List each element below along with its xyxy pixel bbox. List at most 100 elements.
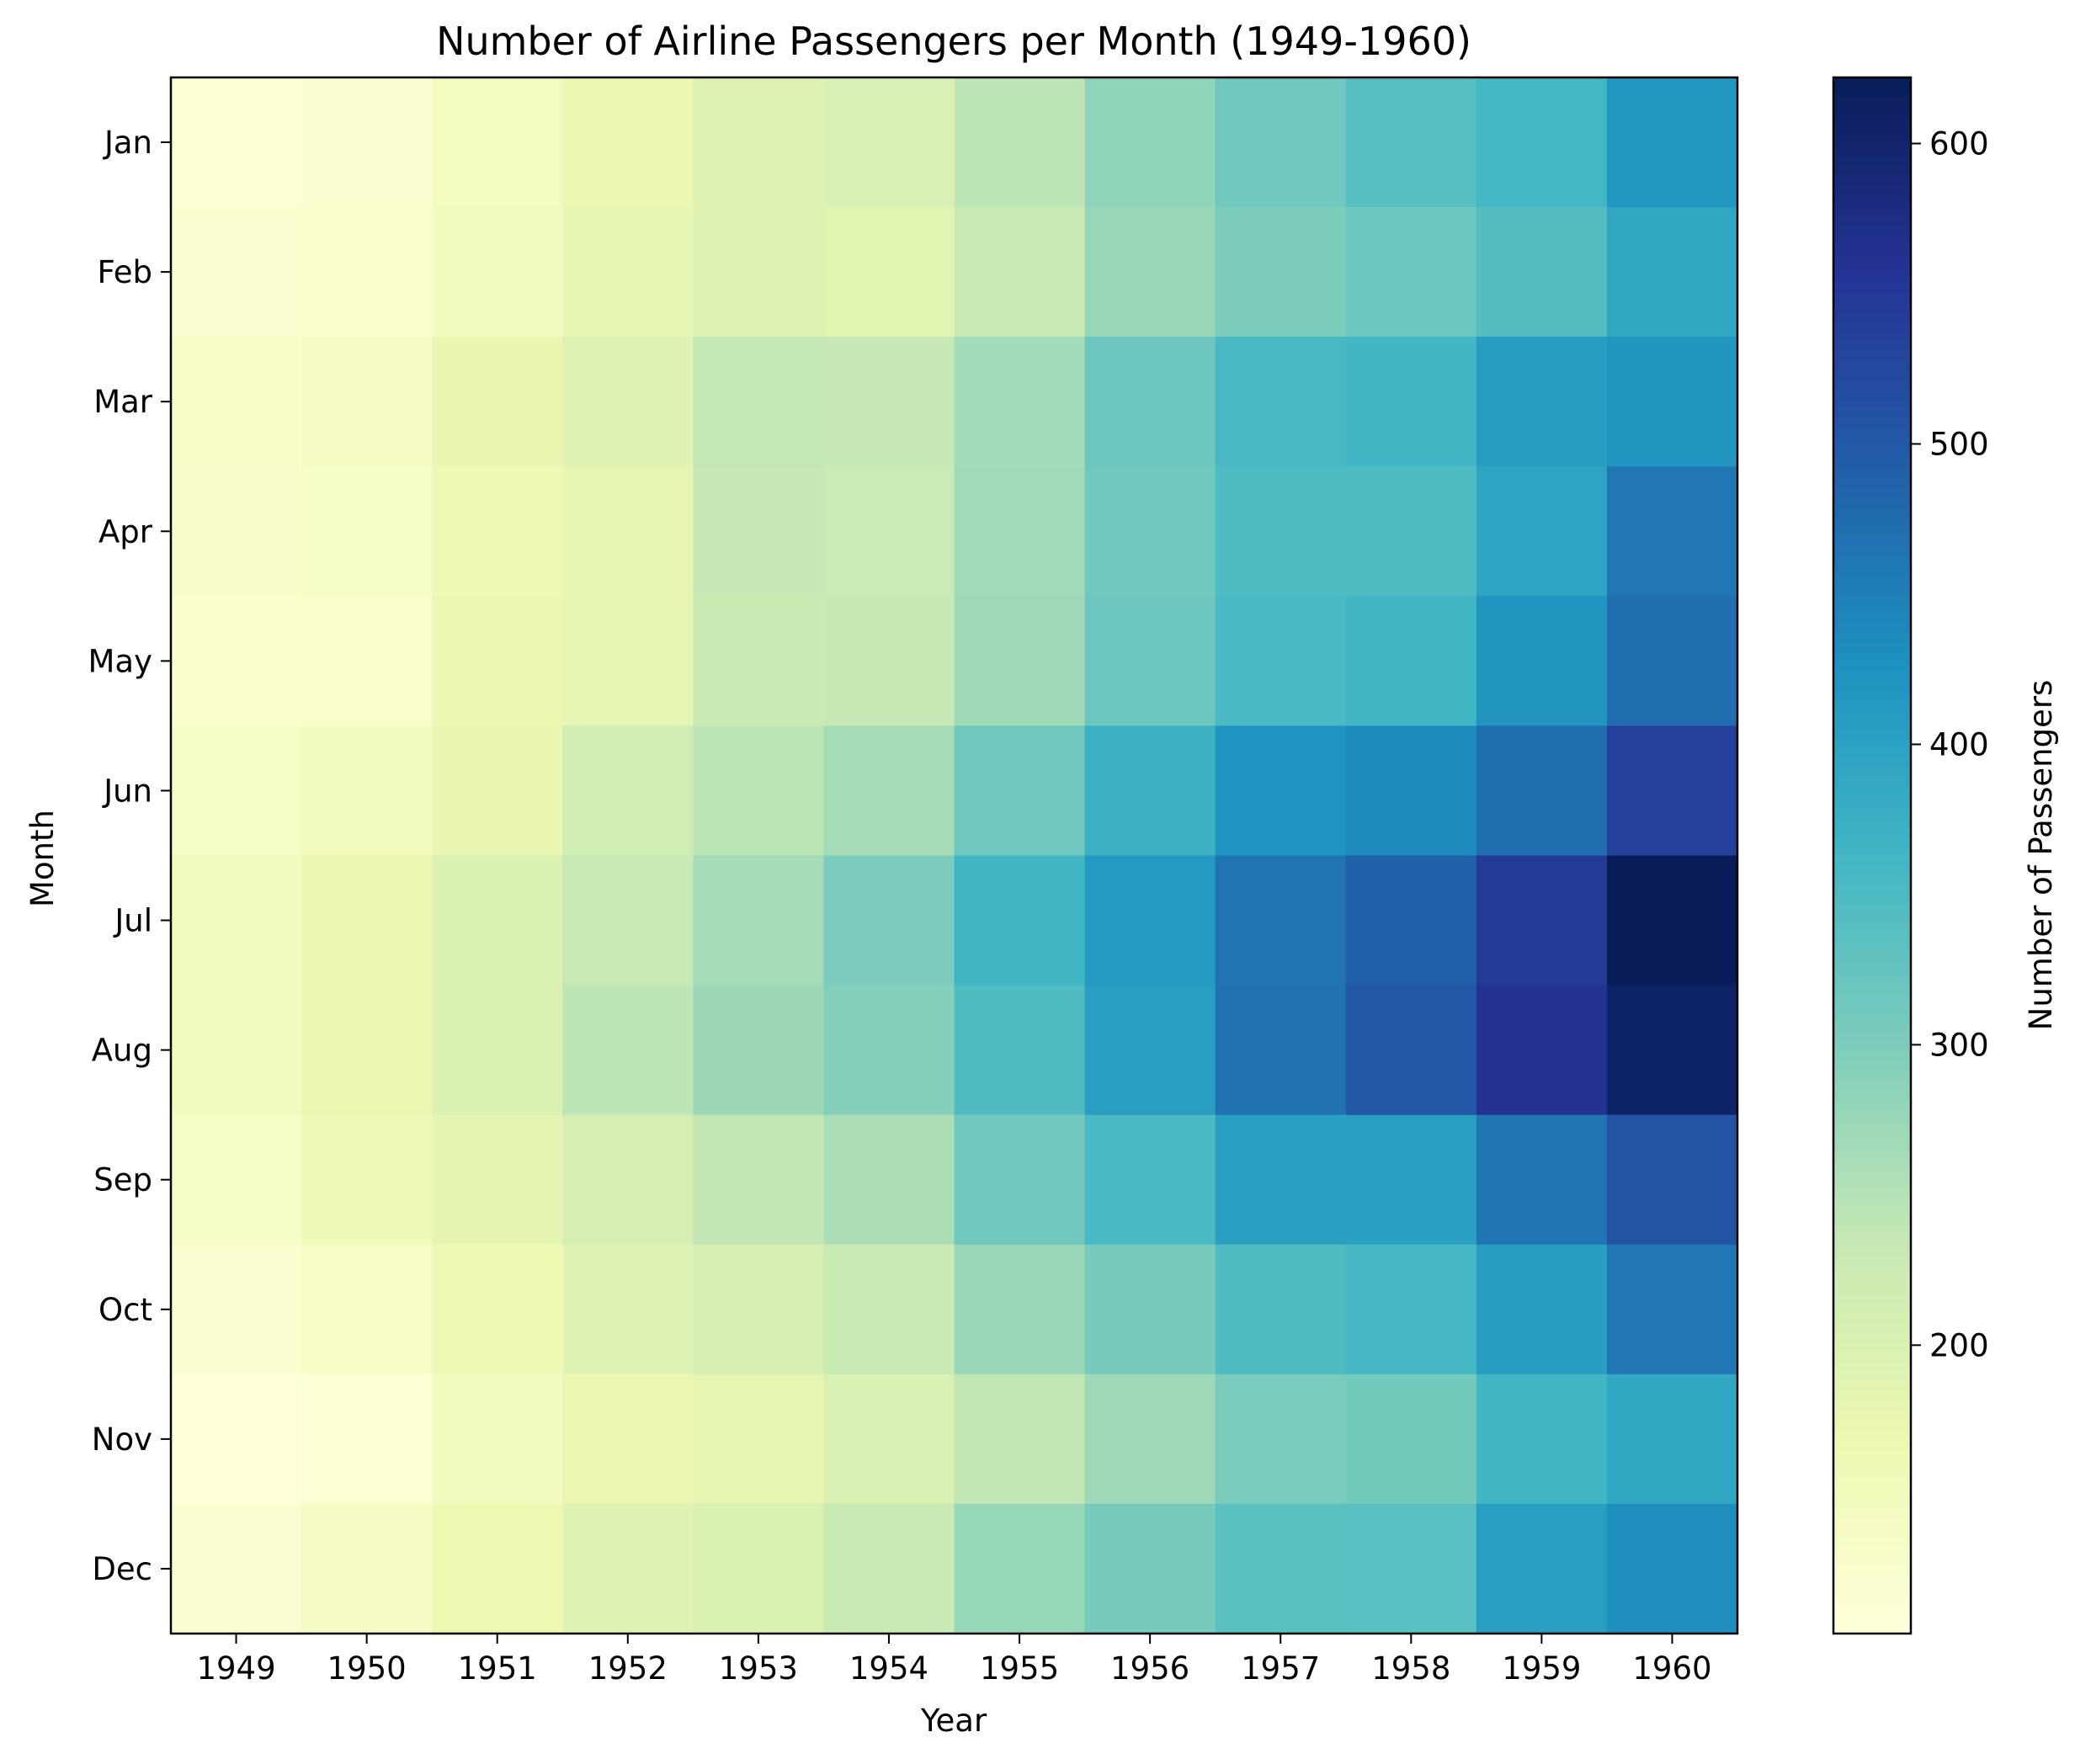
x-tick-label: 1954	[849, 1650, 928, 1687]
colorbar-segment	[1833, 388, 1911, 400]
colorbar-segment	[1833, 417, 1911, 428]
heatmap-cell	[301, 1373, 433, 1505]
heatmap-cell	[1476, 596, 1608, 727]
heatmap-cell	[301, 1244, 433, 1375]
heatmap-cell	[1345, 337, 1477, 467]
heatmap-cell	[823, 466, 955, 597]
heatmap-cell	[1215, 466, 1347, 597]
colorbar-segment	[1833, 1303, 1911, 1314]
heatmap-cell	[1084, 77, 1216, 208]
heatmap-cell	[1476, 985, 1608, 1116]
colorbar-segment	[1833, 1060, 1911, 1071]
colorbar-segment	[1833, 1565, 1911, 1576]
colorbar-segment	[1833, 670, 1911, 682]
colorbar-segment	[1833, 437, 1911, 448]
colorbar-segment	[1833, 865, 1911, 876]
heatmap-cell	[954, 1244, 1086, 1375]
x-tick-label: 1957	[1241, 1650, 1320, 1687]
colorbar-segment	[1833, 1108, 1911, 1119]
colorbar-segment	[1833, 213, 1911, 225]
colorbar-segment	[1833, 1331, 1911, 1343]
heatmap-cell	[823, 596, 955, 727]
y-tick-label: May	[88, 643, 153, 679]
heatmap-cell	[171, 1244, 302, 1375]
colorbar-segment	[1833, 729, 1911, 740]
heatmap-cell	[1476, 1503, 1608, 1634]
heatmap-cell	[301, 596, 433, 727]
heatmap-cell	[562, 466, 694, 597]
colorbar-segment	[1833, 631, 1911, 643]
colorbar-segment	[1833, 1390, 1911, 1401]
heatmap-cell	[432, 1244, 563, 1375]
colorbar-segment	[1833, 184, 1911, 195]
heatmap-cell	[1084, 596, 1216, 727]
heatmap-cell	[693, 1373, 825, 1505]
colorbar-segment	[1833, 932, 1911, 944]
heatmap-cell	[1345, 1244, 1477, 1375]
heatmap-cell	[1345, 1503, 1477, 1634]
heatmap-cell	[432, 466, 563, 597]
heatmap-cell	[171, 337, 302, 467]
colorbar-segment	[1833, 515, 1911, 526]
colorbar-segment	[1833, 1156, 1911, 1168]
heatmap-cell	[432, 725, 563, 857]
colorbar-tick-label: 300	[1929, 1027, 1989, 1063]
heatmap-cell	[1606, 985, 1738, 1116]
colorbar-segment	[1833, 232, 1911, 244]
colorbar-segment	[1833, 1040, 1911, 1051]
colorbar-segment	[1833, 398, 1911, 409]
colorbar-segment	[1833, 855, 1911, 866]
colorbar-segment	[1833, 845, 1911, 857]
colorbar-segment	[1833, 262, 1911, 273]
colorbar-segment	[1833, 885, 1911, 895]
colorbar-segment	[1833, 1049, 1911, 1060]
colorbar-segment	[1833, 1438, 1911, 1450]
heatmap-cell	[1606, 725, 1738, 857]
colorbar-segment	[1833, 894, 1911, 906]
heatmap-cell	[1215, 725, 1347, 857]
heatmap-cell	[432, 596, 563, 727]
heatmap-cell	[432, 207, 563, 337]
colorbar-segment	[1833, 1128, 1911, 1139]
heatmap-cell	[1606, 77, 1738, 208]
colorbar-segment	[1833, 281, 1911, 293]
colorbar-segment	[1833, 641, 1911, 652]
heatmap-cell	[1476, 1114, 1608, 1246]
heatmap-cell	[1606, 1114, 1738, 1246]
colorbar-segment	[1833, 1176, 1911, 1188]
colorbar-segment	[1833, 1517, 1911, 1528]
colorbar-segment	[1833, 311, 1911, 321]
colorbar: 200 300 400 500 600 Number of Passengers	[1832, 76, 2059, 1635]
colorbar-segment	[1833, 806, 1911, 818]
colorbar-tick-label: 200	[1929, 1327, 1989, 1363]
colorbar-segment	[1833, 125, 1911, 137]
colorbar-segment	[1833, 330, 1911, 341]
heatmap-cell	[1084, 1114, 1216, 1246]
colorbar-segment	[1833, 913, 1911, 925]
colorbar-segment	[1833, 826, 1911, 837]
colorbar-tick-label: 600	[1929, 126, 1989, 162]
colorbar-segment	[1833, 1312, 1911, 1323]
colorbar-segment	[1833, 1001, 1911, 1012]
colorbar-segment	[1833, 349, 1911, 360]
colorbar-segment	[1833, 291, 1911, 302]
colorbar-segment	[1833, 874, 1911, 885]
heatmap-cell	[171, 725, 302, 857]
heatmap-cell	[562, 596, 694, 727]
colorbar-segment	[1833, 1069, 1911, 1081]
heatmap-cell	[1476, 337, 1608, 467]
heatmap-cell	[1476, 466, 1608, 597]
colorbar-segment	[1833, 320, 1911, 332]
colorbar-tick-label: 500	[1929, 426, 1989, 462]
colorbar-segment	[1833, 1604, 1911, 1615]
heatmap-cell	[954, 1373, 1086, 1505]
heatmap-cell	[301, 985, 433, 1116]
heatmap-cell	[954, 1503, 1086, 1634]
heatmap-cell	[1215, 1114, 1347, 1246]
colorbar-segment	[1833, 165, 1911, 176]
colorbar-segment	[1833, 447, 1911, 458]
heatmap-cell	[823, 725, 955, 857]
colorbar-segment	[1833, 622, 1911, 633]
x-tick-label: 1950	[327, 1650, 407, 1687]
heatmap-cell	[432, 1373, 563, 1505]
